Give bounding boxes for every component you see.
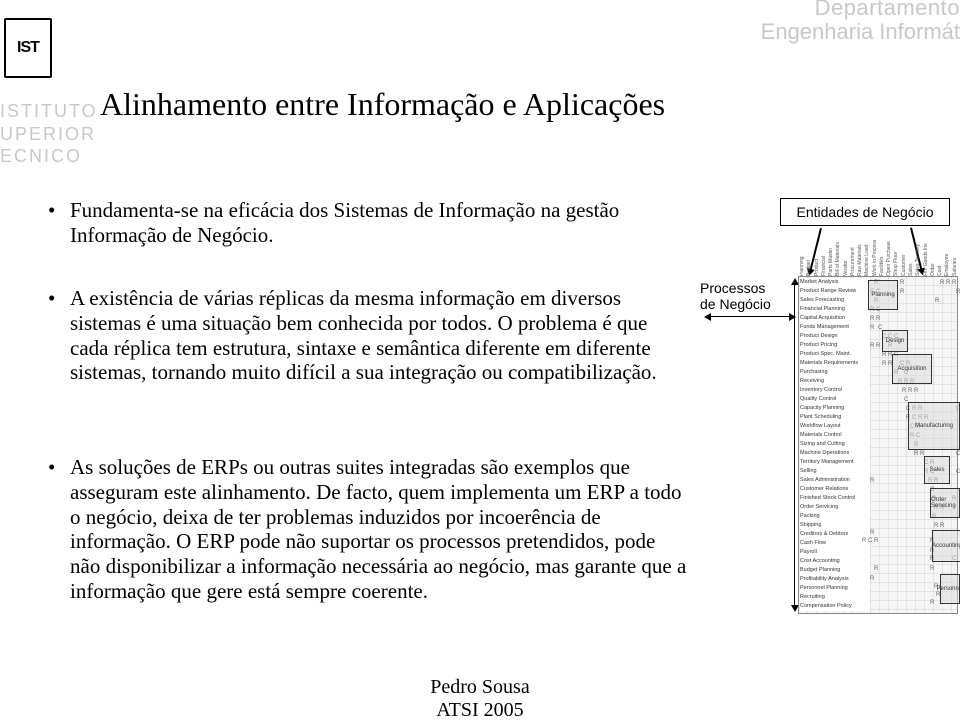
- bullet-text: As soluções de ERPs ou outras suites int…: [70, 455, 690, 604]
- matrix-cluster: Planning: [868, 280, 898, 310]
- processes-label-box: Processos de Negócio: [700, 280, 790, 312]
- row-label: Product Range Review: [800, 287, 870, 296]
- row-label: Sizing and Cutting: [800, 440, 870, 449]
- watermark-eng: Engenharia Informát: [761, 20, 960, 44]
- bullet-marker: •: [48, 198, 55, 223]
- matrix-mark: R: [870, 325, 874, 331]
- watermark-left: ISTITUTO UPERIOR ECNICO: [0, 100, 98, 168]
- matrix-mark: C: [956, 469, 960, 475]
- matrix-mark: R R: [914, 451, 924, 457]
- bullet-marker: •: [48, 286, 55, 311]
- entities-label-box: Entidades de Negócio: [780, 198, 950, 226]
- row-label: Product Spec. Maint.: [800, 350, 870, 359]
- row-label: Finished Stock Control: [800, 494, 870, 503]
- row-label: Market Analysis: [800, 278, 870, 287]
- row-label: Payroll: [800, 548, 870, 557]
- col-header: Salaries: [953, 234, 960, 276]
- row-label: Sales Forecasting: [800, 296, 870, 305]
- entity-process-diagram: Entidades de Negócio Processos de Negóci…: [700, 198, 960, 618]
- matrix-mark: R R: [882, 361, 892, 367]
- row-label: Creditors & Debtors: [800, 530, 870, 539]
- page-title: Alinhamento entre Informação e Aplicaçõe…: [100, 86, 665, 123]
- row-label: Plant Scheduling: [800, 413, 870, 422]
- row-label: Capital Acquisition: [800, 314, 870, 323]
- bullet-text: A existência de várias réplicas da mesma…: [70, 286, 690, 385]
- matrix-mark: R R: [870, 343, 880, 349]
- matrix-mark: R: [956, 289, 960, 295]
- row-label: Materials Control: [800, 431, 870, 440]
- matrix-mark: R C R: [862, 538, 878, 544]
- arrow-rows: [710, 316, 790, 317]
- row-label: Compensation Policy: [800, 602, 870, 611]
- row-label: Inventory Control: [800, 386, 870, 395]
- footer-course: ATSI 2005: [0, 699, 960, 722]
- bullet-marker: •: [48, 455, 55, 480]
- matrix-mark: R: [870, 530, 874, 536]
- row-label: Receiving: [800, 377, 870, 386]
- matrix-mark: R R: [882, 352, 892, 358]
- matrix-cluster: Personnel: [940, 574, 960, 604]
- matrix-cluster: Order Servicing: [930, 488, 960, 518]
- matrix-mark: R R R: [940, 280, 956, 286]
- row-label: Cost Accounting: [800, 557, 870, 566]
- row-label: Product Pricing: [800, 341, 870, 350]
- matrix-mark: R: [930, 600, 934, 606]
- matrix-mark: R R R: [902, 388, 918, 394]
- row-label: Customer Relations: [800, 485, 870, 494]
- matrix-mark: R: [900, 280, 904, 286]
- matrix-cluster: Accounting: [932, 530, 960, 562]
- matrix-cluster: Manufacturing: [908, 402, 960, 450]
- row-label: Funds Management: [800, 323, 870, 332]
- row-label: Selling: [800, 467, 870, 476]
- matrix-cluster: Sales: [924, 456, 950, 484]
- row-label: Order Servicing: [800, 503, 870, 512]
- row-label: Territory Management: [800, 458, 870, 467]
- matrix-mark: R: [870, 576, 874, 582]
- row-label: Personnel Planning: [800, 584, 870, 593]
- matrix-mark: R R: [870, 316, 880, 322]
- row-label: Budget Planning: [800, 566, 870, 575]
- matrix-mark: C: [956, 451, 960, 457]
- matrix-mark: R: [874, 566, 878, 572]
- matrix-mark: R: [930, 566, 934, 572]
- matrix-cluster: Acquisition: [892, 354, 932, 384]
- row-label: Quality Control: [800, 395, 870, 404]
- row-label: Materials Requirements: [800, 359, 870, 368]
- row-label: Machine Operations: [800, 449, 870, 458]
- footer-author: Pedro Sousa: [0, 676, 960, 699]
- row-label: Purchasing: [800, 368, 870, 377]
- matrix-mark: R: [935, 298, 939, 304]
- ist-logo: IST: [4, 18, 52, 78]
- matrix-mark: R R: [934, 523, 944, 529]
- row-label: Packing: [800, 512, 870, 521]
- footer: Pedro Sousa ATSI 2005: [0, 676, 960, 722]
- bullet-text: Fundamenta-se na eficácia dos Sistemas d…: [70, 198, 690, 248]
- matrix-cluster: Design: [882, 330, 908, 352]
- matrix-column-headers: PlanningBudgetProductFinancialParts Mast…: [800, 234, 960, 276]
- matrix-mark: R: [870, 478, 874, 484]
- matrix-row-labels: Market AnalysisProduct Range ReviewSales…: [800, 278, 870, 611]
- row-label: Product Design: [800, 332, 870, 341]
- row-label: Sales Administration: [800, 476, 870, 485]
- arrow-columns: [794, 284, 795, 606]
- watermark-top: Departamento Engenharia Informát: [761, 0, 960, 44]
- matrix-mark: R: [900, 289, 904, 295]
- row-label: Capacity Planning: [800, 404, 870, 413]
- row-label: Profitability Analysis: [800, 575, 870, 584]
- row-label: Cash Flow: [800, 539, 870, 548]
- row-label: Financial Planning: [800, 305, 870, 314]
- row-label: Shipping: [800, 521, 870, 530]
- watermark-dept: Departamento: [761, 0, 960, 20]
- row-label: Workflow Layout: [800, 422, 870, 431]
- row-label: Recruiting: [800, 593, 870, 602]
